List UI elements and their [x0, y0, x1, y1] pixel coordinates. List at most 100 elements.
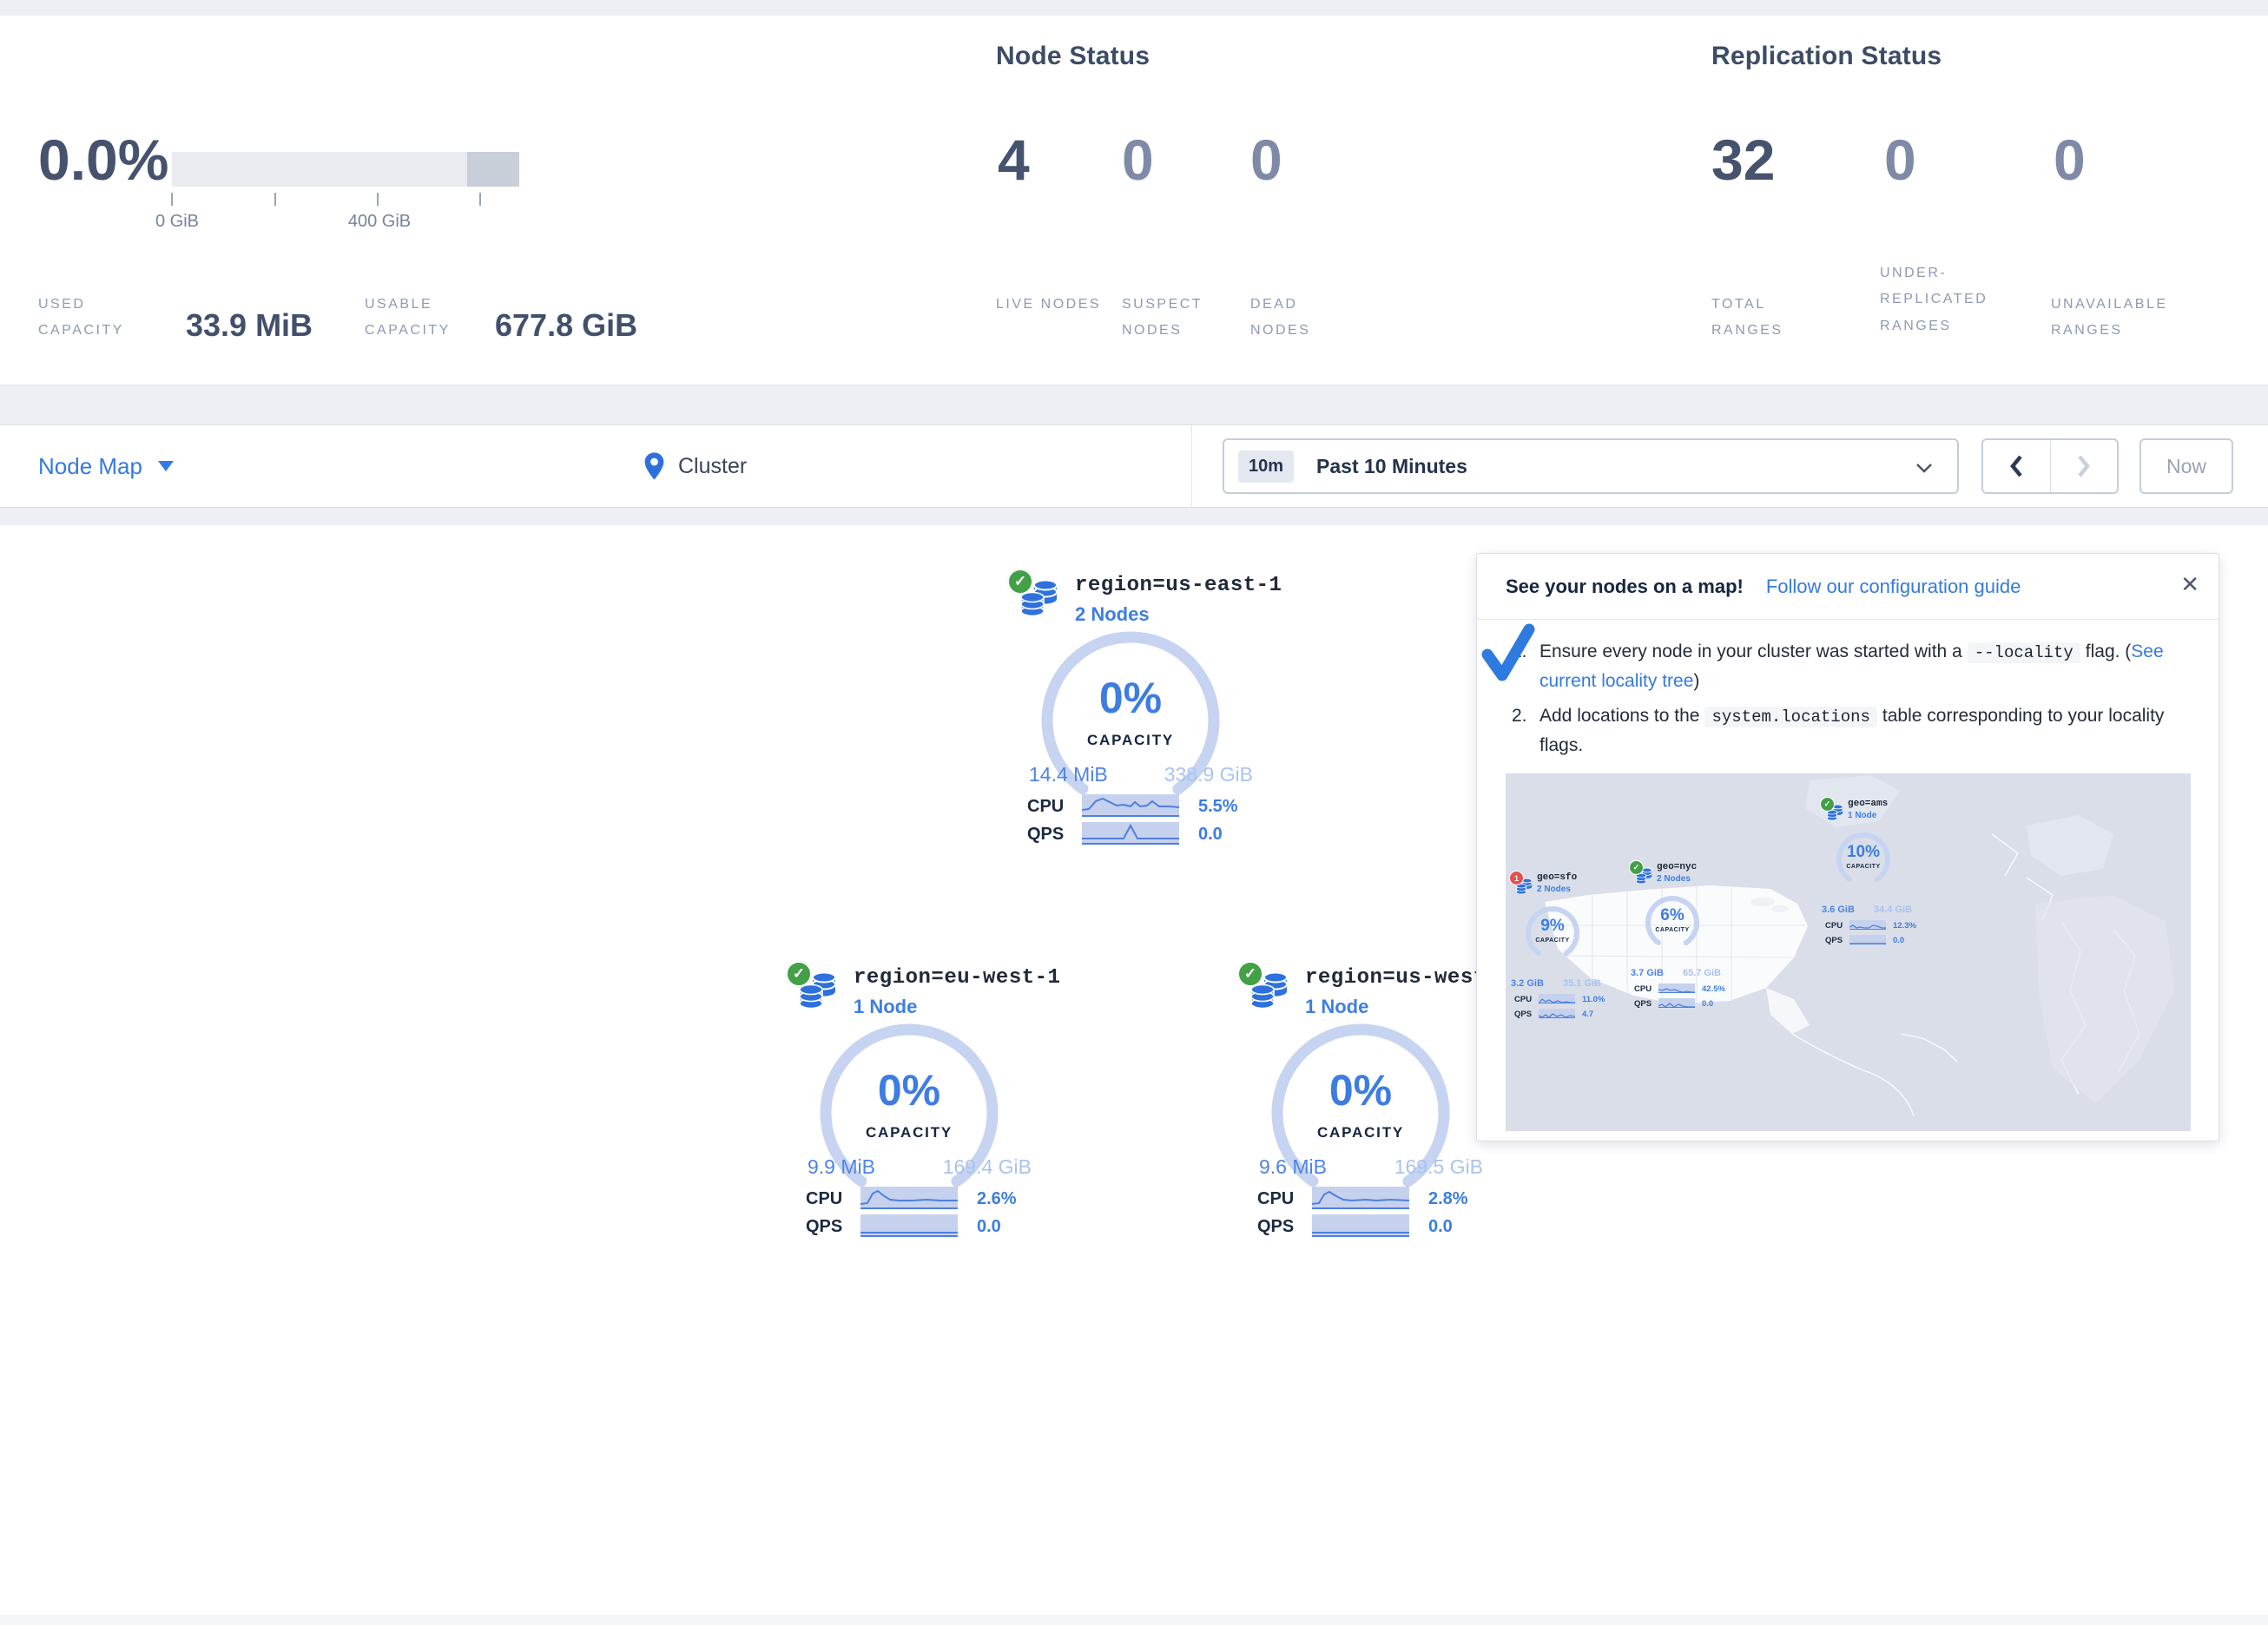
- qps-sparkline: [1538, 1009, 1576, 1018]
- chevron-left-icon: [2010, 455, 2022, 477]
- cpu-value: 11.0%: [1582, 995, 1605, 1004]
- locality-tree-link[interactable]: See current locality tree: [1539, 641, 2164, 692]
- view-selector-dropdown[interactable]: Node Map: [38, 425, 174, 507]
- mini-region-geo-nyc: ✓ geo=nyc 2 Nodes 6% CAPACITY 3.7 GiB 65…: [1625, 860, 1740, 1009]
- now-button[interactable]: Now: [2139, 438, 2233, 494]
- status-warning-icon: 1: [1509, 871, 1524, 885]
- nodemap-config-popup: See your nodes on a map! Follow our conf…: [1476, 553, 2219, 1141]
- capacity-values: 3.6 GiB 34.4 GiB: [1822, 905, 1912, 915]
- under-replicated-count: 0: [1884, 128, 1916, 192]
- qps-label: QPS: [1825, 936, 1843, 945]
- live-nodes-label: LIVE NODES: [996, 297, 1102, 312]
- capacity-percent: 9%: [1540, 917, 1565, 935]
- capacity-gauge: 0% CAPACITY: [1269, 1022, 1452, 1204]
- time-prev-button[interactable]: [1983, 440, 2051, 492]
- used-value: 3.2 GiB: [1511, 978, 1544, 989]
- popup-title: See your nodes on a map!: [1506, 575, 1744, 597]
- used-capacity-value: 33.9 MiB: [186, 307, 313, 343]
- bottom-strip: [0, 1615, 2268, 1625]
- capacity-percent: 0%: [877, 1066, 941, 1115]
- capacity-caption: CAPACITY: [1846, 864, 1881, 870]
- capacity-values: 14.4 MiB 338.9 GiB: [1029, 763, 1253, 786]
- cpu-sparkline: [1849, 920, 1886, 930]
- used-value: 14.4 MiB: [1029, 763, 1108, 786]
- capacity-values: 3.2 GiB 35.1 GiB: [1511, 978, 1601, 989]
- qps-sparkline: [1849, 935, 1886, 944]
- capacity-caption: CAPACITY: [1086, 732, 1175, 748]
- region-group-eu-west-1[interactable]: ✓ region=eu-west-1 1 Node 0% CAPACITY 9.…: [786, 959, 1060, 1250]
- cpu-label: CPU: [1514, 995, 1533, 1004]
- cpu-sparkline: [1658, 984, 1695, 993]
- qps-value: 0.0: [1428, 1217, 1453, 1236]
- step-text-part: table corresponding to your locality fla…: [1539, 706, 2165, 756]
- cpu-sparkline: [1312, 1187, 1409, 1209]
- capacity-gauge: 0% CAPACITY: [1039, 629, 1222, 812]
- configuration-guide-link[interactable]: Follow our configuration guide: [1765, 575, 2021, 597]
- region-node-count: 2 Nodes: [1537, 885, 1571, 894]
- capacity-gauge: 10% CAPACITY: [1836, 832, 1891, 887]
- total-value: 34.4 GiB: [1873, 905, 1912, 915]
- qps-label: QPS: [1514, 1010, 1533, 1019]
- capacity-usage-percent: 0.0%: [38, 128, 169, 192]
- cpu-label: CPU: [806, 1189, 843, 1208]
- popup-header: See your nodes on a map! Follow our conf…: [1477, 554, 2219, 620]
- region-node-count: 2 Nodes: [1657, 874, 1691, 884]
- breadcrumb: Cluster: [643, 425, 747, 507]
- region-label: region=us-east-1: [1075, 574, 1282, 597]
- qps-sparkline: [1658, 998, 1695, 1008]
- suspect-nodes-label: SUSPECT NODES: [1122, 297, 1203, 339]
- time-nav-arrows: [1981, 438, 2119, 494]
- capacity-values: 9.9 MiB 169.4 GiB: [808, 1155, 1032, 1179]
- region-label: geo=ams: [1848, 799, 1889, 809]
- popup-instructions: 1. Ensure every node in your cluster was …: [1512, 637, 2189, 766]
- toolbar: Node Map Cluster 10m Past 10 Minutes: [0, 424, 2268, 508]
- cpu-value: 5.5%: [1198, 797, 1238, 816]
- step-done-check-icon: [1481, 623, 1535, 681]
- capacity-caption: CAPACITY: [865, 1124, 953, 1141]
- cpu-value: 2.6%: [977, 1189, 1017, 1208]
- capacity-usage-bar: [172, 152, 519, 187]
- region-node-count: 1 Node: [1305, 996, 1369, 1017]
- used-value: 9.6 MiB: [1259, 1155, 1327, 1178]
- total-value: 338.9 GiB: [1164, 763, 1253, 786]
- capacity-usable-segment: [467, 152, 519, 187]
- system-locations-code: system.locations: [1704, 707, 1877, 728]
- region-group-us-east-1[interactable]: ✓ region=us-east-1 2 Nodes 0% CAPACITY 1…: [1007, 567, 1282, 858]
- capacity-percent: 10%: [1846, 843, 1881, 861]
- qps-value: 0.0: [1702, 999, 1714, 1009]
- close-icon[interactable]: ✕: [2180, 571, 2199, 597]
- status-ok-icon: ✓: [786, 961, 812, 987]
- capacity-gauge: 9% CAPACITY: [1525, 905, 1580, 961]
- cpu-sparkline: [1538, 994, 1575, 1004]
- axis-tick-label-400: 400 GiB: [347, 212, 412, 231]
- step-number: 2.: [1512, 706, 1527, 727]
- cluster-summary-bar: 0.0% 0 GiB 400 GiB USED CAPACITY 33.9 Mi…: [0, 16, 2268, 385]
- total-ranges-count: 32: [1711, 128, 1776, 192]
- dead-nodes-label: DEAD NODES: [1250, 297, 1311, 339]
- qps-value: 0.0: [977, 1217, 1001, 1236]
- breadcrumb-cluster-label: Cluster: [678, 453, 748, 478]
- region-node-count: 1 Node: [1848, 811, 1877, 820]
- time-range-chip: 10m: [1238, 450, 1295, 483]
- time-range-select[interactable]: 10m Past 10 Minutes: [1223, 438, 1959, 494]
- node-status-title: Node Status: [996, 42, 1150, 70]
- total-value: 169.5 GiB: [1394, 1155, 1483, 1178]
- usable-capacity-value: 677.8 GiB: [495, 307, 638, 343]
- region-label: geo=sfo: [1537, 872, 1578, 883]
- region-label: geo=nyc: [1657, 862, 1698, 872]
- used-value: 3.6 GiB: [1822, 905, 1855, 915]
- qps-label: QPS: [806, 1217, 843, 1236]
- time-next-button[interactable]: [2051, 440, 2118, 492]
- capacity-caption: CAPACITY: [1535, 938, 1570, 944]
- unavailable-count: 0: [2054, 128, 2086, 192]
- capacity-percent: 6%: [1660, 906, 1685, 924]
- axis-tick: [171, 193, 173, 206]
- axis-tick-label-min: 0 GiB: [155, 212, 200, 231]
- used-value: 9.9 MiB: [808, 1155, 875, 1178]
- total-value: 65.7 GiB: [1682, 968, 1721, 978]
- cpu-value: 12.3%: [1893, 921, 1916, 931]
- total-value: 169.4 GiB: [942, 1155, 1032, 1178]
- region-group-us-west-1[interactable]: ✓ region=us-west-1 1 Node 0% CAPACITY 9.…: [1237, 959, 1512, 1250]
- cpu-value: 42.5%: [1702, 984, 1725, 994]
- qps-label: QPS: [1027, 825, 1065, 844]
